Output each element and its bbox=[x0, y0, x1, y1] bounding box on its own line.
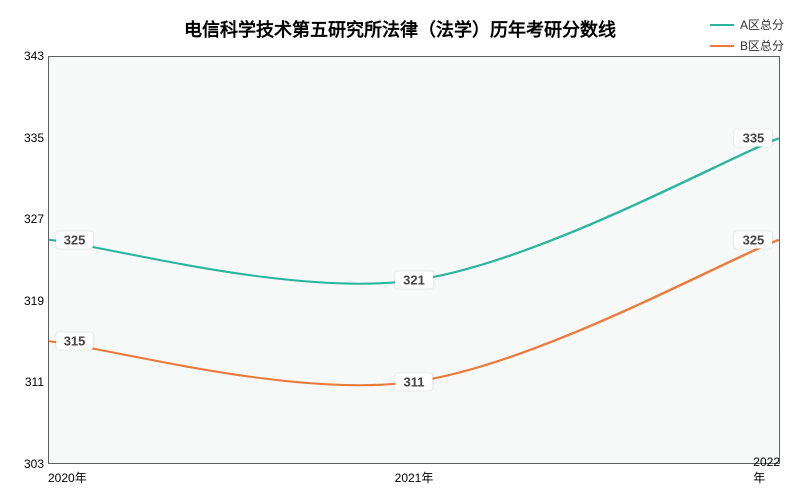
x-tick-label: 2020年 bbox=[48, 469, 87, 486]
data-point-label: 315 bbox=[56, 333, 94, 350]
y-tick-label: 319 bbox=[12, 294, 44, 308]
chart-title: 电信科学技术第五研究所法律（法学）历年考研分数线 bbox=[10, 16, 790, 42]
data-point-label: 325 bbox=[56, 231, 94, 248]
y-tick-label: 303 bbox=[12, 457, 44, 471]
legend-label-a: A区总分 bbox=[740, 16, 784, 33]
chart-svg bbox=[49, 57, 779, 463]
y-tick-label: 343 bbox=[12, 49, 44, 63]
data-point-label: 335 bbox=[735, 130, 773, 147]
chart-container: 电信科学技术第五研究所法律（法学）历年考研分数线 A区总分 B区总分 32532… bbox=[0, 0, 800, 500]
series-b-line bbox=[49, 240, 779, 386]
y-tick-label: 327 bbox=[12, 212, 44, 226]
y-tick-label: 311 bbox=[12, 375, 44, 389]
legend: A区总分 B区总分 bbox=[710, 16, 784, 58]
data-point-label: 325 bbox=[735, 231, 773, 248]
data-point-label: 311 bbox=[396, 373, 433, 390]
x-tick-label: 2021年 bbox=[395, 469, 434, 486]
series-a-line bbox=[49, 138, 779, 284]
data-point-label: 321 bbox=[395, 272, 433, 289]
legend-line-a bbox=[710, 24, 734, 26]
x-tick-label: 2022年 bbox=[753, 455, 780, 486]
plot-wrap: 325321335315311325 303311319327335343202… bbox=[48, 56, 780, 464]
legend-item-a: A区总分 bbox=[710, 16, 784, 33]
legend-label-b: B区总分 bbox=[740, 37, 784, 54]
legend-line-b bbox=[710, 45, 734, 47]
y-tick-label: 335 bbox=[12, 131, 44, 145]
legend-item-b: B区总分 bbox=[710, 37, 784, 54]
plot-area: 325 321 335 315 311 325 bbox=[48, 56, 780, 464]
